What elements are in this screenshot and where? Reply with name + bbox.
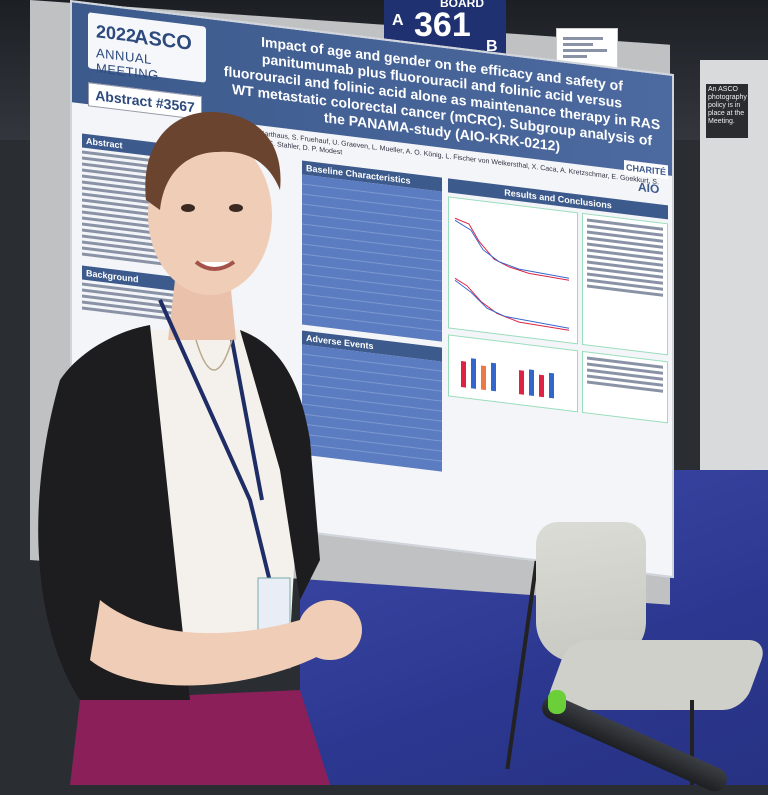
baseline-table xyxy=(302,174,442,342)
abstract-column: Abstract Background xyxy=(82,133,202,327)
baseline-section: Baseline Characteristics Adverse Events xyxy=(302,160,442,472)
board-number: 361 xyxy=(414,6,471,44)
conclusions-text xyxy=(582,350,668,424)
conference-year: 2022 xyxy=(96,21,137,47)
name-badge xyxy=(257,577,291,669)
bar-5 xyxy=(519,370,524,395)
kaplan-meier-plot xyxy=(454,217,570,331)
board-side-a: A xyxy=(392,12,404,29)
chair-back xyxy=(536,522,646,662)
results-section: Results and Conclusions xyxy=(448,178,668,424)
bar-2 xyxy=(471,358,476,389)
bar-7 xyxy=(539,374,544,398)
aio-logo: AIO xyxy=(638,179,660,197)
survival-curves xyxy=(448,196,578,345)
bar-1 xyxy=(461,361,466,388)
chair-leg xyxy=(690,700,694,785)
board-label: BOARD xyxy=(440,0,484,10)
results-table xyxy=(582,212,668,356)
poster-tube-cap xyxy=(548,690,566,714)
asco-logo: 2022 ASCO ANNUAL MEETING xyxy=(88,12,206,83)
forearm xyxy=(90,600,330,686)
bar-chart-figure xyxy=(448,334,578,413)
response-bar-chart xyxy=(461,358,554,399)
chair-seat xyxy=(543,640,768,710)
bar-3 xyxy=(481,365,486,391)
bar-4 xyxy=(491,362,496,392)
board-side-b: B xyxy=(486,38,498,55)
research-poster: 2022 ASCO ANNUAL MEETING Impact of age a… xyxy=(70,0,674,579)
bar-8 xyxy=(549,372,554,399)
magenta-skirt xyxy=(70,690,330,785)
bar-6 xyxy=(529,369,534,396)
photo-policy-sign: An ASCO photography policy is in place a… xyxy=(706,84,748,138)
adverse-table xyxy=(302,344,442,472)
